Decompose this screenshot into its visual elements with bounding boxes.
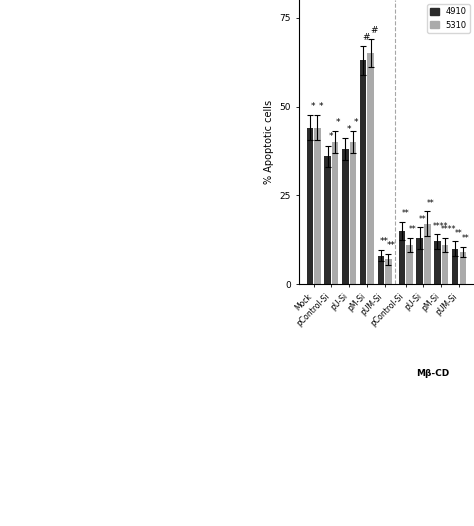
Text: #: # [363,33,370,42]
Text: **: ** [401,209,409,218]
Bar [424,224,430,284]
Text: #: # [370,26,378,35]
Text: **: ** [419,215,427,224]
Text: **: ** [380,237,389,246]
Bar [452,248,458,284]
Text: Mβ-CD: Mβ-CD [416,369,449,378]
Bar [434,241,441,284]
Bar [399,231,405,284]
Text: *: * [328,133,333,141]
Bar [460,252,466,284]
Bar [406,245,413,284]
Bar [417,238,423,284]
Bar [342,149,348,284]
Bar [360,60,366,284]
Bar [350,142,356,284]
Text: *: * [354,118,358,127]
Text: **: ** [409,225,417,234]
Y-axis label: % Apoptotic cells: % Apoptotic cells [264,100,274,184]
Text: *: * [346,125,351,134]
Bar [307,128,313,284]
Legend: 4910, 5310: 4910, 5310 [427,4,470,33]
Text: ****: **** [433,222,448,231]
Bar [367,53,374,284]
Bar [324,156,331,284]
Bar [442,245,448,284]
Text: **: ** [387,240,396,250]
Text: D: D [284,295,295,308]
Bar [314,128,321,284]
Text: *: * [319,102,323,111]
Text: *: * [336,118,341,127]
Text: **: ** [455,229,462,238]
Text: C: C [5,295,14,308]
Bar [378,256,384,284]
Text: **: ** [462,234,470,243]
Bar [385,259,392,284]
Text: **: ** [427,199,435,208]
Text: A: A [5,5,14,18]
Text: *: * [311,102,315,111]
Text: ****: **** [440,225,456,234]
Bar [332,142,338,284]
